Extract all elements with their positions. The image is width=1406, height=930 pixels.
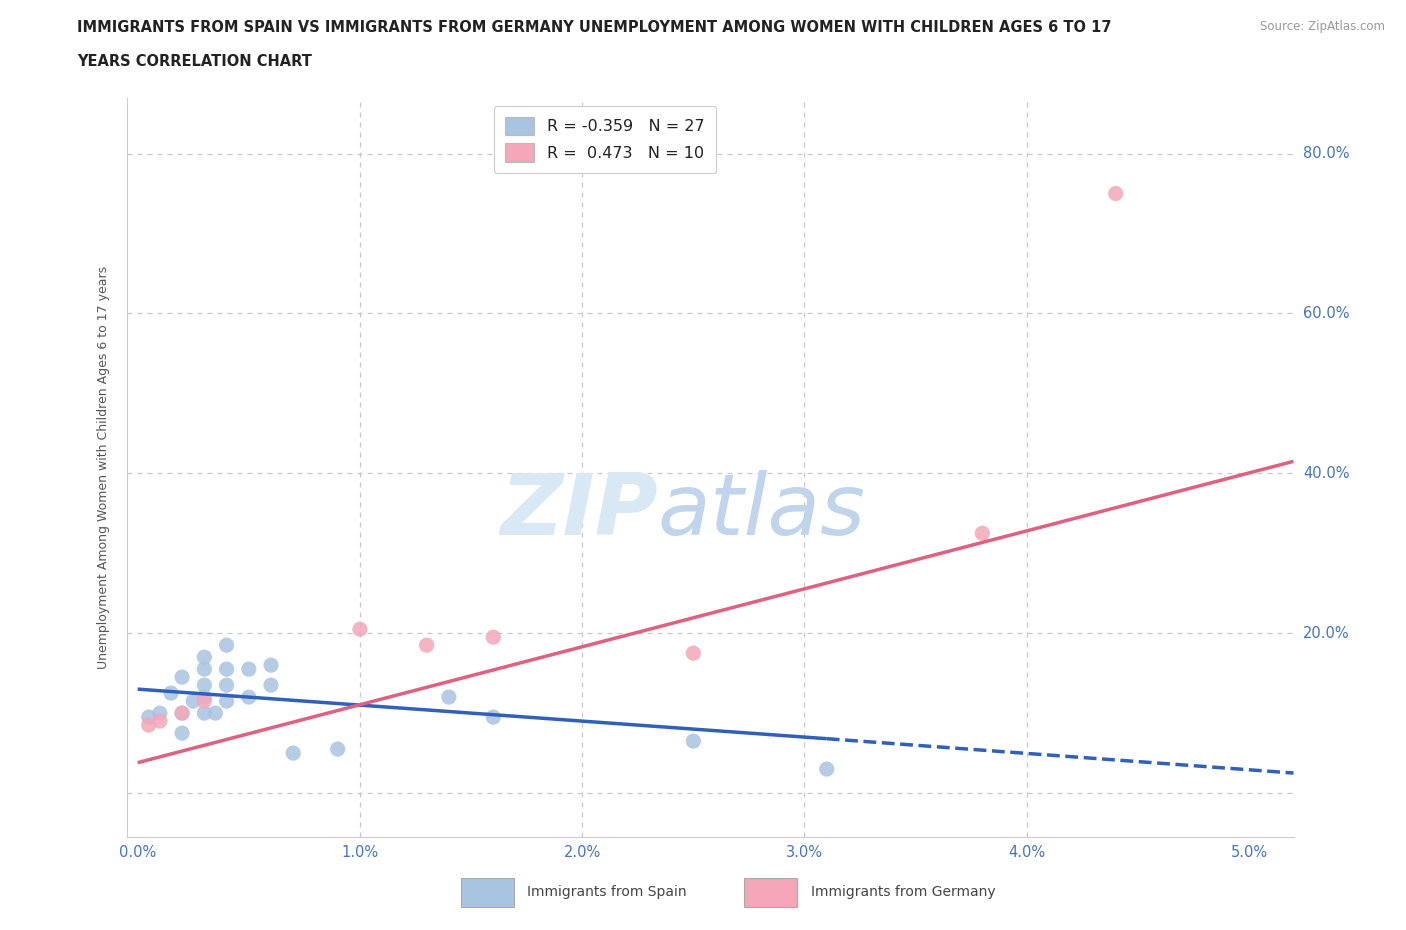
- Text: 80.0%: 80.0%: [1303, 146, 1350, 161]
- Point: [215, 678, 238, 693]
- Text: IMMIGRANTS FROM SPAIN VS IMMIGRANTS FROM GERMANY UNEMPLOYMENT AMONG WOMEN WITH C: IMMIGRANTS FROM SPAIN VS IMMIGRANTS FROM…: [77, 20, 1112, 35]
- Point: [193, 662, 215, 677]
- Point: [181, 694, 204, 709]
- Y-axis label: Unemployment Among Women with Children Ages 6 to 17 years: Unemployment Among Women with Children A…: [97, 266, 110, 669]
- Point: [215, 638, 238, 653]
- Text: Immigrants from Spain: Immigrants from Spain: [527, 885, 688, 899]
- Point: [972, 525, 994, 540]
- Point: [215, 694, 238, 709]
- Point: [149, 713, 172, 728]
- Point: [160, 685, 183, 700]
- Point: [138, 718, 160, 733]
- Point: [482, 710, 505, 724]
- Point: [193, 690, 215, 705]
- Point: [204, 706, 226, 721]
- Point: [149, 706, 172, 721]
- Point: [283, 746, 305, 761]
- FancyBboxPatch shape: [744, 878, 797, 907]
- Point: [193, 650, 215, 665]
- Point: [238, 662, 260, 677]
- Point: [193, 678, 215, 693]
- Text: ZIP: ZIP: [501, 471, 658, 553]
- Point: [172, 706, 194, 721]
- Point: [682, 734, 704, 749]
- Text: 40.0%: 40.0%: [1303, 466, 1350, 481]
- Point: [138, 710, 160, 724]
- Point: [415, 638, 437, 653]
- Point: [815, 762, 838, 777]
- Legend: R = -0.359   N = 27, R =  0.473   N = 10: R = -0.359 N = 27, R = 0.473 N = 10: [495, 106, 716, 173]
- Point: [215, 662, 238, 677]
- Text: Source: ZipAtlas.com: Source: ZipAtlas.com: [1260, 20, 1385, 33]
- Point: [172, 706, 194, 721]
- Text: atlas: atlas: [658, 471, 866, 553]
- Text: YEARS CORRELATION CHART: YEARS CORRELATION CHART: [77, 54, 312, 69]
- Point: [172, 670, 194, 684]
- Point: [172, 725, 194, 740]
- Text: Immigrants from Germany: Immigrants from Germany: [810, 885, 995, 899]
- Point: [349, 622, 371, 637]
- Point: [437, 690, 460, 705]
- Point: [1105, 186, 1128, 201]
- Point: [482, 630, 505, 644]
- Point: [238, 690, 260, 705]
- Point: [682, 645, 704, 660]
- Point: [193, 694, 215, 709]
- Text: 20.0%: 20.0%: [1303, 626, 1350, 641]
- Point: [260, 678, 283, 693]
- FancyBboxPatch shape: [461, 878, 515, 907]
- Point: [260, 658, 283, 672]
- Point: [326, 741, 349, 756]
- Text: 60.0%: 60.0%: [1303, 306, 1350, 321]
- Point: [193, 706, 215, 721]
